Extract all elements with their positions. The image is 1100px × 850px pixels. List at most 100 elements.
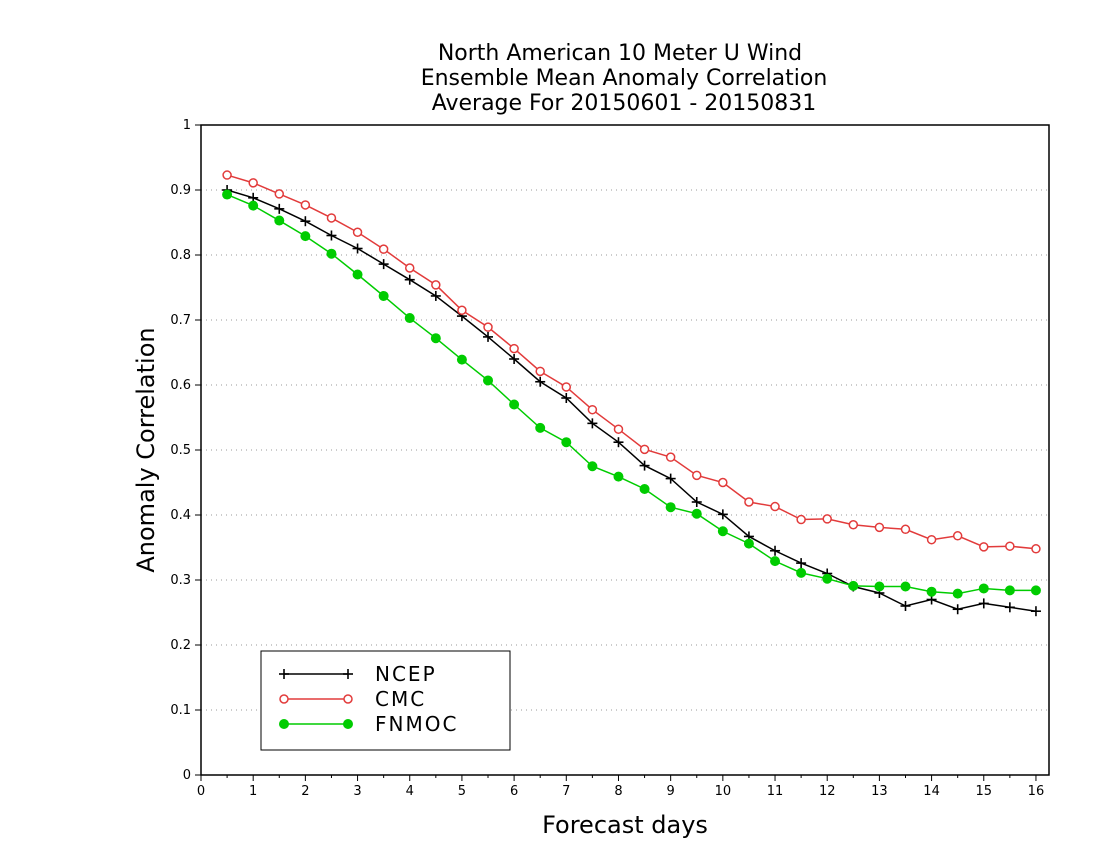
data-point-ncep (378, 259, 389, 270)
gridlines (201, 189, 1049, 711)
data-point-fnmoc (587, 461, 598, 472)
data-point-ncep (587, 418, 598, 429)
data-point-ncep (483, 331, 494, 342)
data-point-ncep (274, 203, 285, 214)
legend-marker-cmc (279, 694, 289, 704)
legend-item-cmc: CMC (279, 687, 426, 711)
y-tick-label: 0.6 (170, 378, 191, 393)
legend-item-ncep: NCEP (279, 662, 437, 686)
data-point-ncep (796, 558, 807, 569)
series-line-ncep (226, 189, 1037, 612)
x-tick-label: 2 (301, 784, 309, 799)
data-point-cmc (926, 534, 937, 545)
data-point-cmc (300, 200, 311, 210)
data-point-fnmoc (717, 526, 728, 537)
y-tick-label: 0.7 (170, 313, 191, 328)
data-point-cmc (483, 322, 493, 332)
data-point-cmc (665, 452, 676, 462)
x-tick-label: 6 (510, 784, 518, 799)
x-tick-label: 3 (353, 784, 361, 799)
data-point-cmc (979, 542, 989, 552)
data-point-ncep (900, 601, 911, 611)
series-ncep (222, 185, 1041, 617)
data-point-fnmoc (456, 354, 467, 365)
x-tick-label: 7 (562, 784, 570, 799)
series-lines (222, 170, 1041, 617)
data-point-fnmoc (222, 189, 233, 200)
data-point-fnmoc (274, 215, 285, 226)
y-tick-label: 0 (183, 768, 191, 783)
data-point-cmc (352, 227, 363, 237)
data-point-cmc (874, 522, 885, 533)
data-point-cmc (274, 189, 285, 199)
chart-title-line-3: Average For 20150601 - 20150831 (432, 91, 817, 116)
data-point-ncep (770, 545, 781, 556)
series-line-fnmoc (226, 193, 1036, 595)
data-point-fnmoc (352, 269, 363, 280)
legend-marker-ncep (279, 669, 289, 679)
x-tick-label: 13 (871, 784, 888, 799)
data-point-cmc (952, 531, 963, 541)
data-point-fnmoc (300, 231, 311, 242)
data-point-ncep (561, 393, 572, 403)
y-tick-label: 0.1 (170, 703, 191, 718)
data-point-ncep (691, 497, 702, 507)
chart-title: North American 10 Meter U Wind Ensemble … (421, 41, 828, 116)
legend-label-ncep: NCEP (375, 662, 437, 686)
data-point-fnmoc (900, 581, 911, 592)
x-tick-label: 16 (1028, 784, 1045, 799)
x-tick-label: 9 (667, 784, 675, 799)
y-tick-label: 0.4 (170, 508, 191, 523)
data-point-cmc (535, 366, 545, 377)
legend-marker-fnmoc (343, 719, 353, 729)
data-point-cmc (587, 404, 598, 415)
data-point-cmc (770, 501, 780, 512)
data-point-cmc (326, 213, 337, 223)
series-line-cmc (226, 174, 1037, 550)
data-point-fnmoc (509, 399, 520, 410)
data-point-fnmoc (248, 200, 259, 211)
data-point-cmc (248, 178, 258, 188)
data-point-ncep (639, 460, 650, 471)
data-point-cmc (431, 280, 441, 290)
data-point-ncep (352, 243, 363, 254)
legend-box (260, 650, 511, 751)
x-tick-label: 10 (715, 784, 732, 799)
y-tick-label: 0.9 (170, 183, 191, 198)
legend-label-cmc: CMC (375, 687, 426, 711)
data-point-fnmoc (613, 471, 624, 482)
data-point-fnmoc (404, 313, 415, 324)
data-point-fnmoc (848, 580, 859, 591)
data-point-fnmoc (326, 248, 337, 259)
data-point-fnmoc (561, 437, 572, 448)
data-point-cmc (222, 170, 232, 180)
data-point-fnmoc (1030, 585, 1041, 596)
y-tick-label: 0.8 (170, 248, 191, 263)
legend-marker-ncep (343, 669, 353, 679)
data-point-cmc (718, 477, 728, 488)
data-point-ncep (509, 354, 520, 364)
data-point-ncep (326, 230, 337, 241)
y-tick-label: 0.3 (170, 573, 191, 588)
data-point-fnmoc (796, 567, 807, 578)
data-point-fnmoc (639, 484, 650, 494)
data-point-ncep (1030, 606, 1041, 617)
x-tick-label: 11 (767, 784, 784, 799)
x-axis-label: Forecast days (542, 811, 708, 839)
legend-marker-fnmoc (279, 719, 289, 729)
y-tick-label: 1 (183, 118, 191, 133)
data-point-fnmoc (378, 290, 389, 301)
x-tick-label: 4 (406, 784, 414, 799)
chart-title-line-1: North American 10 Meter U Wind (438, 41, 802, 66)
x-tick-label: 15 (975, 784, 992, 799)
data-point-cmc (796, 514, 806, 525)
x-tick-label: 0 (197, 784, 205, 799)
data-point-cmc (613, 424, 624, 434)
y-axis-ticks: 0 0.1 0.2 0.3 0.4 0.5 0.6 0.7 0.8 0.9 1 (170, 118, 201, 783)
data-point-cmc (1005, 541, 1015, 551)
legend-marker-cmc (343, 694, 353, 704)
chart-title-line-2: Ensemble Mean Anomaly Correlation (421, 66, 828, 91)
legend-item-fnmoc: FNMOC (279, 712, 456, 736)
